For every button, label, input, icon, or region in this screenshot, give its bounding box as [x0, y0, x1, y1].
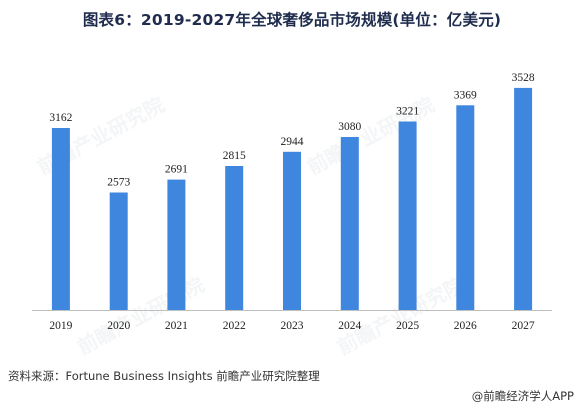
bar-2024 [340, 137, 359, 310]
x-tick-2021: 2021 [165, 320, 188, 332]
data-label-2026: 3369 [454, 89, 477, 101]
x-tick-2026: 2026 [454, 320, 477, 332]
data-label-2020: 2573 [107, 177, 130, 189]
bar-2022 [225, 166, 244, 310]
x-tick-2022: 2022 [223, 320, 246, 332]
credit-note: @前瞻经济学人APP [471, 389, 574, 403]
data-label-2027: 3528 [512, 72, 535, 84]
data-label-2023: 2944 [281, 136, 304, 148]
source-note: 资料来源：Fortune Business Insights 前瞻产业研究院整理 [8, 369, 320, 383]
data-label-2021: 2691 [165, 164, 188, 176]
x-tick-labels: 2019 2020 2021 2022 2023 2024 2025 2026 2027 [49, 320, 534, 332]
x-tick-2019: 2019 [49, 320, 72, 332]
bar-2027 [514, 87, 533, 311]
bar-2020 [109, 192, 128, 310]
x-tick-2020: 2020 [107, 320, 130, 332]
bars-layer: 3162 2573 2691 2815 2944 3080 3221 3369 3528 [49, 72, 535, 311]
bar-2019 [51, 128, 70, 310]
data-label-2019: 3162 [49, 112, 72, 124]
chart-title: 图表6：2019-2027年全球奢侈品市场规模(单位：亿美元) [82, 11, 502, 29]
bar-2021 [167, 179, 186, 310]
data-label-2025: 3221 [396, 106, 419, 118]
x-tick-2024: 2024 [338, 320, 361, 332]
bar-2026 [456, 105, 475, 310]
data-label-2022: 2815 [223, 150, 246, 162]
x-tick-2027: 2027 [512, 320, 535, 332]
x-tick-2023: 2023 [281, 320, 304, 332]
data-label-2024: 3080 [338, 121, 361, 133]
bar-2023 [283, 151, 301, 310]
bar-2025 [398, 121, 417, 310]
x-tick-2025: 2025 [396, 320, 419, 332]
